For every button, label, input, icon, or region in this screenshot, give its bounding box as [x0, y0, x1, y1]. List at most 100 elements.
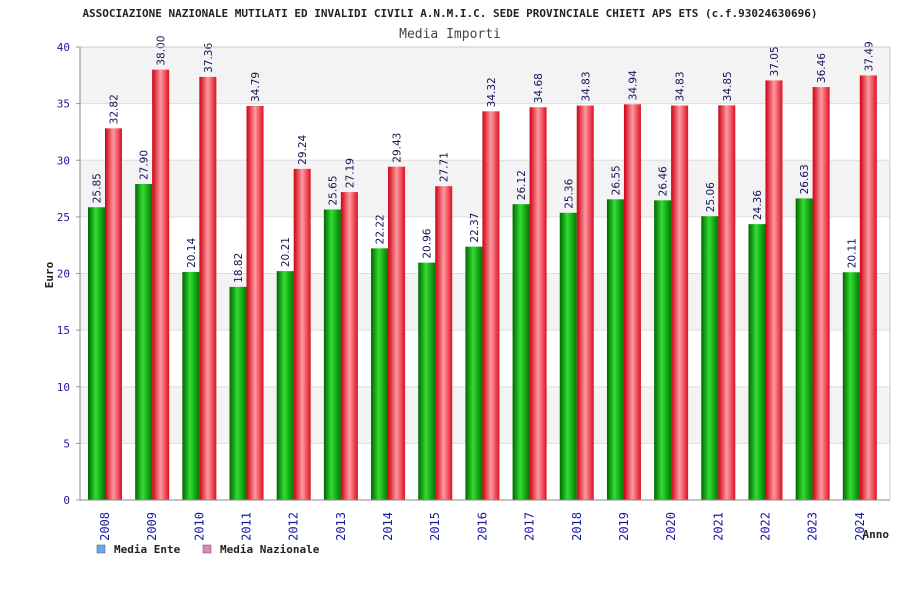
data-label: 27.71 — [439, 152, 451, 182]
chart-subtitle: Media Importi — [399, 27, 501, 42]
data-label: 22.22 — [375, 214, 387, 244]
data-label: 20.14 — [186, 238, 198, 268]
bar-media-nazionale — [671, 105, 689, 501]
bar-media-ente — [182, 271, 200, 500]
bar-media-ente — [88, 207, 105, 500]
bar-media-nazionale — [293, 168, 311, 500]
x-axis-label: Anno — [863, 528, 890, 541]
bar-media-ente — [512, 204, 530, 501]
bar-media-nazionale — [340, 192, 358, 501]
data-label: 26.55 — [610, 165, 622, 195]
y-tick-label: 5 — [63, 437, 70, 450]
data-label: 26.46 — [658, 166, 670, 196]
bar-media-nazionale — [152, 69, 170, 501]
x-tick-label: 2018 — [570, 512, 584, 541]
bar-media-ente — [229, 286, 247, 500]
data-label: 26.63 — [799, 164, 811, 194]
data-label: 38.00 — [156, 36, 168, 66]
bar-media-nazionale — [199, 76, 217, 500]
bar-media-nazionale — [765, 80, 783, 500]
legend-swatch — [202, 544, 212, 554]
data-label: 20.96 — [422, 228, 434, 258]
axes — [79, 46, 891, 501]
data-label: 34.83 — [580, 71, 592, 101]
y-axis-label: Euro — [43, 261, 56, 288]
x-tick-label: 2010 — [192, 512, 206, 541]
data-label: 37.49 — [863, 41, 875, 71]
x-tick-label: 2008 — [98, 512, 112, 541]
y-tick-label: 0 — [63, 494, 70, 507]
x-tick-label: 2020 — [664, 512, 678, 541]
x-tick-label: 2011 — [240, 512, 254, 541]
x-tick-label: 2024 — [853, 512, 867, 541]
data-label: 34.68 — [533, 73, 545, 103]
data-label: 25.65 — [327, 175, 339, 205]
bar-media-nazionale — [812, 87, 830, 500]
y-tick-label: 25 — [57, 211, 70, 224]
data-label: 34.94 — [627, 70, 639, 100]
x-tick-label: 2017 — [523, 512, 537, 541]
bar-media-ente — [842, 272, 860, 500]
x-tick-label: 2014 — [381, 512, 395, 541]
data-label: 36.46 — [816, 53, 828, 83]
x-tick-label: 2019 — [617, 512, 631, 541]
bar-media-nazionale — [388, 166, 406, 500]
chart-title: ASSOCIAZIONE NAZIONALE MUTILATI ED INVAL… — [82, 7, 817, 20]
bar-media-ente — [418, 262, 436, 500]
bar-media-nazionale — [482, 111, 500, 501]
data-label: 20.11 — [846, 238, 858, 268]
data-label: 27.90 — [139, 150, 151, 180]
x-tick-label: 2021 — [711, 512, 725, 541]
x-tick-label: 2023 — [806, 512, 820, 541]
data-label: 29.24 — [297, 134, 309, 164]
data-label: 34.32 — [486, 77, 498, 107]
legend: Media Ente Media Nazionale — [96, 543, 320, 556]
legend-label: Media Nazionale — [220, 543, 320, 556]
x-tick-label: 2013 — [334, 512, 348, 541]
data-label: 37.36 — [203, 43, 215, 73]
data-label: 22.37 — [469, 213, 481, 243]
data-label: 18.82 — [233, 253, 245, 283]
bar-media-nazionale — [859, 75, 877, 500]
y-tick-label: 15 — [57, 324, 70, 337]
y-tick-label: 40 — [57, 41, 70, 54]
bar-media-ente — [701, 216, 719, 500]
bar-media-ente — [371, 248, 389, 500]
data-label: 34.79 — [250, 72, 262, 102]
bar-media-nazionale — [576, 105, 594, 501]
bar-media-ente — [559, 212, 577, 500]
bar-labels: 25.85 32.82 27.90 38.00 20.14 37.36 18.82 34.79… — [92, 36, 876, 283]
x-tick-label: 2012 — [287, 512, 301, 541]
bar-media-ente — [276, 271, 294, 500]
y-tick-label: 35 — [57, 98, 70, 111]
data-label: 20.21 — [280, 237, 292, 267]
data-label: 26.12 — [516, 170, 528, 200]
data-label: 24.36 — [752, 190, 764, 220]
data-label: 25.06 — [705, 182, 717, 212]
bar-media-ente — [654, 200, 672, 500]
bar-media-ente — [465, 246, 483, 500]
legend-swatch — [96, 544, 106, 554]
y-tick-label: 10 — [57, 381, 70, 394]
bars — [88, 69, 877, 501]
x-tick-label: 2015 — [428, 512, 442, 541]
bar-media-ente — [323, 209, 341, 501]
bar-media-nazionale — [529, 107, 547, 501]
x-tick-label: 2009 — [145, 512, 159, 541]
legend-label: Media Ente — [114, 543, 181, 556]
x-tick-labels: 2008 2009 2010 2011 2012 2013 2014 2015 2016 2017… — [98, 512, 867, 541]
bar-media-ente — [748, 224, 766, 501]
bar-media-nazionale — [105, 128, 122, 500]
bar-media-nazionale — [246, 106, 264, 501]
bar-media-ente — [606, 199, 624, 501]
data-label: 27.19 — [344, 158, 356, 188]
bar-media-ente — [795, 198, 813, 500]
y-tick-label: 20 — [57, 268, 70, 281]
bar-media-ente — [135, 184, 153, 500]
y-tick-label: 30 — [57, 154, 70, 167]
data-label: 25.85 — [92, 173, 104, 203]
x-tick-label: 2016 — [475, 512, 489, 541]
data-label: 29.43 — [392, 133, 404, 163]
bar-media-nazionale — [623, 104, 641, 500]
